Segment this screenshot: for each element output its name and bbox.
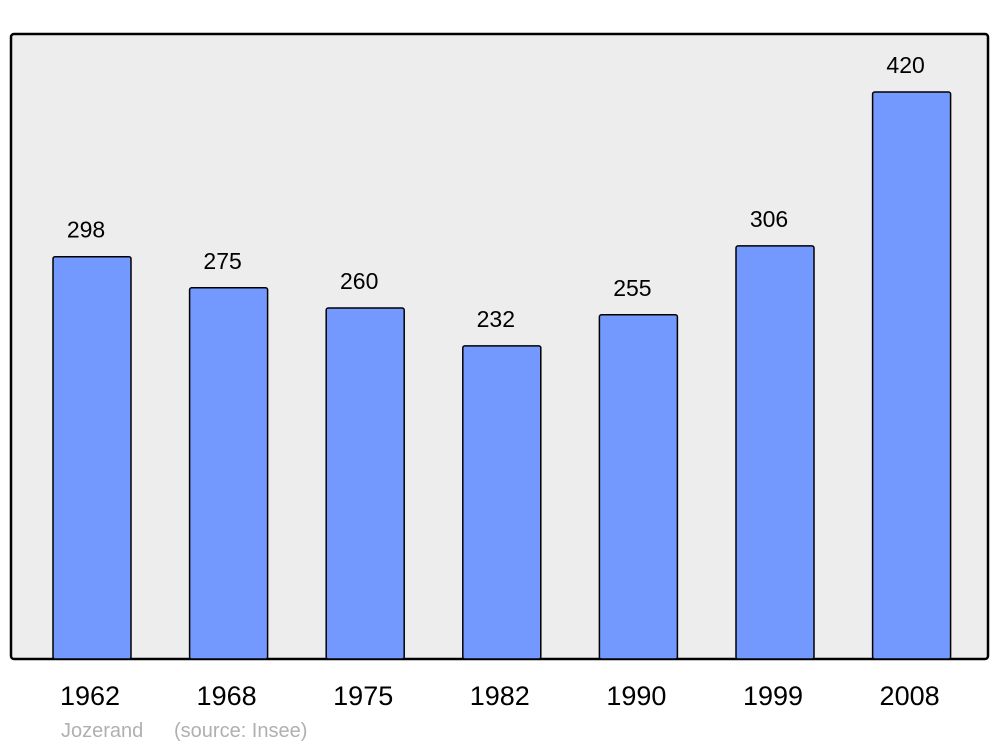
- category-label-1990: 1990: [606, 681, 666, 711]
- bar-1999: [735, 245, 815, 660]
- category-label-1982: 1982: [470, 681, 530, 711]
- value-label-2008: 420: [886, 52, 924, 78]
- category-label-1968: 1968: [197, 681, 257, 711]
- category-label-2008: 2008: [880, 681, 940, 711]
- value-label-1968: 275: [203, 248, 241, 274]
- value-label-1975: 260: [340, 268, 378, 294]
- footer-place: Jozerand: [61, 720, 143, 742]
- value-label-1962: 298: [67, 217, 105, 243]
- value-label-1982: 232: [477, 306, 515, 332]
- bar-2008: [871, 91, 952, 660]
- value-label-1999: 306: [750, 206, 788, 232]
- bar-1990: [598, 314, 679, 660]
- category-label-1999: 1999: [743, 681, 803, 711]
- category-label-1962: 1962: [60, 681, 120, 711]
- footer-source: (source: Insee): [174, 720, 307, 742]
- value-label-1990: 255: [613, 275, 651, 301]
- bar-1968: [188, 287, 269, 660]
- bar-1962: [52, 255, 132, 660]
- category-label-1975: 1975: [333, 681, 393, 711]
- bar-1982: [462, 345, 542, 660]
- bar-1975: [325, 307, 405, 660]
